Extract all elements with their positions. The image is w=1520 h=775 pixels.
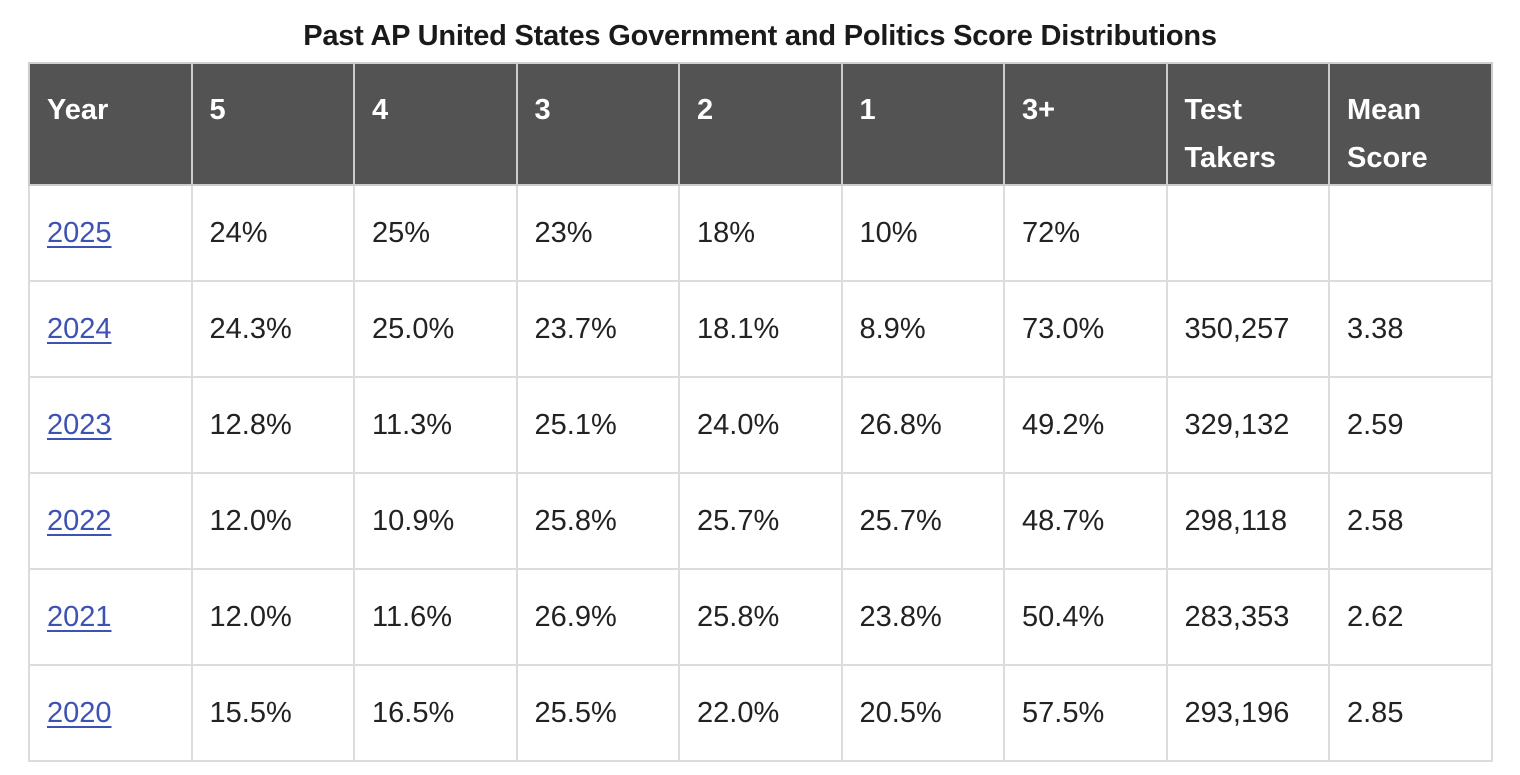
table-row: 2021 12.0% 11.6% 26.9% 25.8% 23.8% 50.4%… [28,568,1493,666]
mean-score-cell: 2.85 [1328,664,1493,762]
score-2-cell: 25.8% [678,568,843,666]
mean-score-cell: 2.62 [1328,568,1493,666]
table-row: 2020 15.5% 16.5% 25.5% 22.0% 20.5% 57.5%… [28,664,1493,762]
year-cell: 2021 [28,568,193,666]
score-1-cell: 8.9% [840,280,1005,378]
score-3-plus-cell: 57.5% [1003,664,1168,762]
year-cell: 2023 [28,376,193,474]
test-takers-cell: 293,196 [1165,664,1330,762]
score-3-cell: 25.5% [515,664,680,762]
score-3-plus-cell: 73.0% [1003,280,1168,378]
score-4-cell: 25% [353,184,518,282]
score-4-cell: 16.5% [353,664,518,762]
score-5-cell: 24.3% [190,280,355,378]
score-2-cell: 24.0% [678,376,843,474]
score-5-cell: 12.0% [190,472,355,570]
score-2-cell: 18% [678,184,843,282]
header-test-takers: Test Takers [1165,62,1330,186]
mean-score-cell: 2.59 [1328,376,1493,474]
mean-score-cell: 3.38 [1328,280,1493,378]
year-cell: 2020 [28,664,193,762]
table-row: 2023 12.8% 11.3% 25.1% 24.0% 26.8% 49.2%… [28,376,1493,474]
year-link[interactable]: 2021 [47,600,112,633]
header-score-1: 1 [840,62,1005,186]
score-5-cell: 12.0% [190,568,355,666]
year-cell: 2024 [28,280,193,378]
score-5-cell: 24% [190,184,355,282]
mean-score-cell: 2.58 [1328,472,1493,570]
mean-score-cell [1328,184,1493,282]
table-body: 2025 24% 25% 23% 18% 10% 72% 2024 24.3% … [28,184,1493,762]
year-link[interactable]: 2020 [47,696,112,729]
score-2-cell: 25.7% [678,472,843,570]
score-3-plus-cell: 50.4% [1003,568,1168,666]
year-cell: 2025 [28,184,193,282]
score-1-cell: 25.7% [840,472,1005,570]
header-score-4: 4 [353,62,518,186]
year-link[interactable]: 2023 [47,408,112,441]
year-link[interactable]: 2025 [47,216,112,249]
table-header: Year 5 4 3 2 1 3+ Test Takers Mean Score [28,62,1493,186]
test-takers-cell: 329,132 [1165,376,1330,474]
header-row: Year 5 4 3 2 1 3+ Test Takers Mean Score [28,62,1493,186]
year-link[interactable]: 2022 [47,504,112,537]
score-5-cell: 15.5% [190,664,355,762]
table-row: 2022 12.0% 10.9% 25.8% 25.7% 25.7% 48.7%… [28,472,1493,570]
header-score-2: 2 [678,62,843,186]
table-row: 2024 24.3% 25.0% 23.7% 18.1% 8.9% 73.0% … [28,280,1493,378]
score-5-cell: 12.8% [190,376,355,474]
header-mean-score: Mean Score [1328,62,1493,186]
score-3-cell: 25.8% [515,472,680,570]
score-3-plus-cell: 49.2% [1003,376,1168,474]
year-link[interactable]: 2024 [47,312,112,345]
score-4-cell: 11.6% [353,568,518,666]
header-year: Year [28,62,193,186]
score-4-cell: 11.3% [353,376,518,474]
score-1-cell: 23.8% [840,568,1005,666]
test-takers-cell: 350,257 [1165,280,1330,378]
score-3-plus-cell: 72% [1003,184,1168,282]
score-3-cell: 23% [515,184,680,282]
test-takers-cell: 298,118 [1165,472,1330,570]
score-1-cell: 10% [840,184,1005,282]
year-cell: 2022 [28,472,193,570]
score-4-cell: 25.0% [353,280,518,378]
score-3-cell: 25.1% [515,376,680,474]
score-3-cell: 26.9% [515,568,680,666]
test-takers-cell: 283,353 [1165,568,1330,666]
score-1-cell: 20.5% [840,664,1005,762]
score-3-cell: 23.7% [515,280,680,378]
score-2-cell: 18.1% [678,280,843,378]
table-row: 2025 24% 25% 23% 18% 10% 72% [28,184,1493,282]
header-score-3: 3 [515,62,680,186]
score-1-cell: 26.8% [840,376,1005,474]
header-score-5: 5 [190,62,355,186]
score-3-plus-cell: 48.7% [1003,472,1168,570]
score-distribution-table: Year 5 4 3 2 1 3+ Test Takers Mean Score… [28,62,1493,762]
score-2-cell: 22.0% [678,664,843,762]
header-score-3-plus: 3+ [1003,62,1168,186]
test-takers-cell [1165,184,1330,282]
score-4-cell: 10.9% [353,472,518,570]
table-title: Past AP United States Government and Pol… [303,20,1217,52]
